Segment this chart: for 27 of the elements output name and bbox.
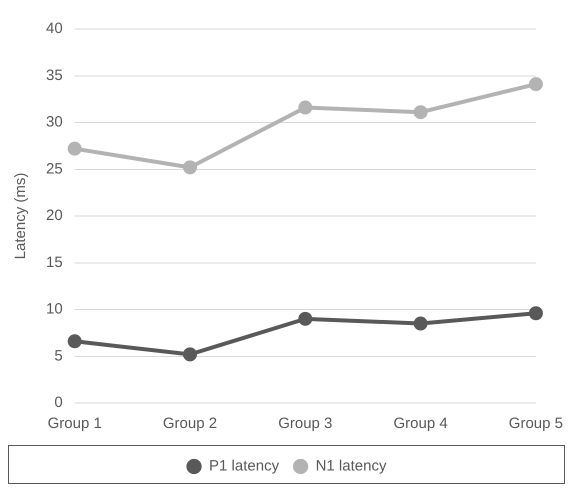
y-tick-label: 25: [46, 160, 63, 178]
point: [528, 306, 543, 320]
x-tick-label: Group 5: [508, 415, 563, 432]
y-tick-label: 5: [54, 347, 63, 364]
point: [414, 105, 428, 120]
point: [182, 347, 197, 362]
y-tick-label: 20: [46, 207, 63, 224]
x-tick-label: Group 3: [278, 415, 332, 432]
legend-label: P1 latency: [209, 458, 280, 475]
point: [528, 77, 543, 92]
y-tick-label: 40: [46, 20, 63, 38]
point: [298, 100, 312, 115]
y-tick-label: 15: [46, 254, 63, 271]
y-tick-label: 10: [46, 300, 63, 318]
y-tick-label: 30: [46, 114, 63, 131]
point: [68, 142, 82, 156]
y-tick-label: 35: [46, 66, 63, 84]
x-tick-label: Group 2: [162, 415, 218, 432]
y-axis-title: Latency (ms): [12, 172, 30, 260]
y-tick-label: 0: [54, 394, 63, 412]
x-tick-label: Group 4: [393, 415, 448, 432]
point: [68, 334, 82, 348]
point: [414, 316, 428, 331]
point: [298, 312, 312, 326]
x-tick-label: Group 1: [48, 415, 102, 432]
point: [182, 160, 197, 174]
legend-label: N1 latency: [316, 458, 387, 475]
